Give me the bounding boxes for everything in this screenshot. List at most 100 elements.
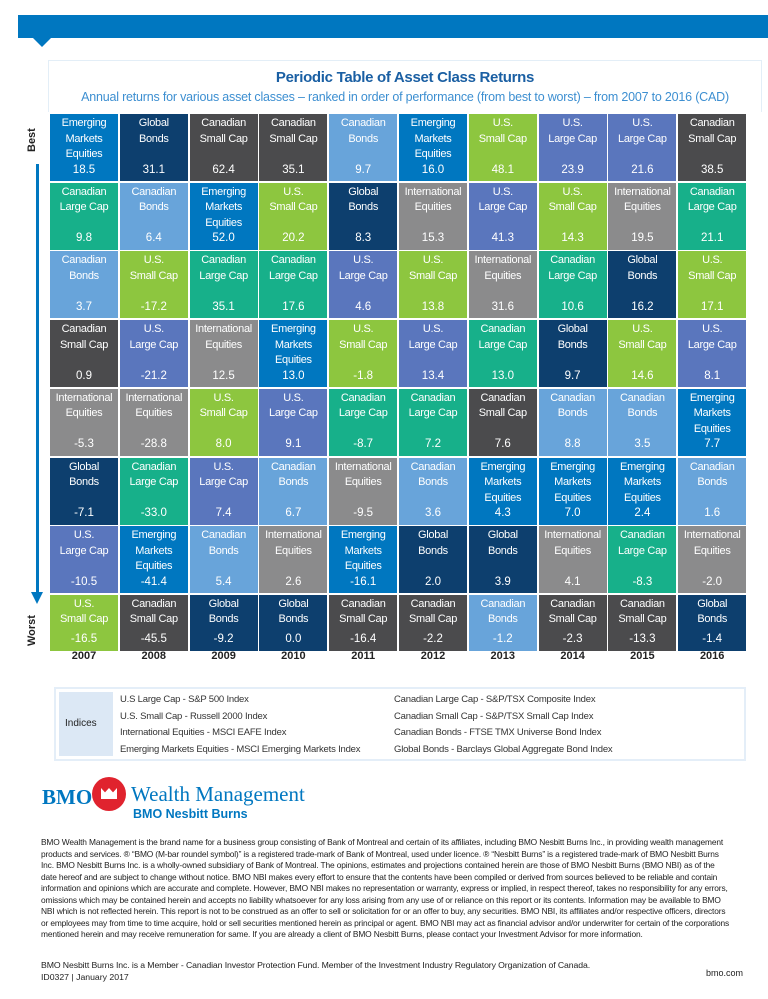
asset-class-label: U.S. Large Cap — [678, 322, 746, 353]
label-line: Small Cap — [199, 132, 248, 145]
asset-class-label: International Equities — [608, 185, 676, 216]
return-value: 62.4 — [212, 163, 235, 176]
label-line: Canadian — [410, 391, 456, 404]
return-value: 13.4 — [421, 369, 445, 382]
label-line: Bonds — [278, 613, 309, 626]
label-line: Equities — [624, 201, 661, 214]
label-line: International — [125, 391, 183, 404]
label-line: Emerging — [480, 460, 526, 473]
asset-class-label: Canadian Small Cap — [329, 597, 397, 628]
label-line: Large Cap — [687, 338, 737, 351]
year-label: 2007 — [71, 650, 97, 662]
asset-class-label: Canadian Bonds — [469, 597, 537, 628]
asset-class-label: Emerging Markets Equities — [399, 116, 467, 163]
index-item: International Equities - MSCI EAFE Index — [120, 727, 287, 738]
label-line: International — [55, 391, 113, 404]
asset-cell: International Equities -9.5 — [329, 457, 398, 525]
asset-class-label: U.S. Small Cap — [50, 597, 118, 628]
year-label: 2015 — [630, 650, 655, 662]
banner-notch — [33, 38, 51, 47]
label-line: Bonds — [487, 613, 518, 626]
asset-cell: U.S. Large Cap 23.9 — [538, 114, 607, 181]
label-line: Small Cap — [269, 132, 318, 145]
label-line: Emerging — [410, 117, 456, 129]
asset-class-label: Emerging Markets Equities — [608, 460, 676, 507]
asset-cell: U.S. Small Cap -1.8 — [329, 320, 398, 388]
return-value: 12.5 — [212, 369, 235, 382]
asset-cell: Global Bonds 3.9 — [468, 526, 537, 594]
label-line: Global — [138, 117, 169, 129]
asset-class-label: Canadian Large Cap — [399, 391, 467, 422]
label-line: Canadian — [61, 323, 107, 336]
label-line: Bonds — [627, 407, 658, 420]
label-line: Small Cap — [199, 407, 248, 420]
asset-class-label: International Equities — [50, 391, 118, 422]
asset-class-label: Canadian Large Cap — [608, 528, 676, 559]
year-label: 2014 — [560, 650, 585, 662]
return-value: 19.5 — [631, 232, 654, 245]
return-value: 31.1 — [142, 163, 165, 176]
return-value: 0.0 — [285, 633, 302, 646]
asset-cell: Canadian Small Cap -13.3 — [608, 594, 677, 651]
asset-class-label: International Equities — [259, 528, 327, 559]
label-line: Small Cap — [478, 132, 527, 145]
label-line: Canadian — [340, 597, 386, 610]
asset-cell: Canadian Bonds -1.2 — [468, 594, 537, 651]
asset-class-label: Canadian Small Cap — [120, 597, 188, 628]
label-line: Canadian — [620, 391, 665, 404]
label-line: Global — [69, 460, 99, 473]
asset-class-label: U.S. Large Cap — [539, 116, 607, 147]
return-value: -16.4 — [350, 633, 377, 646]
label-line: Large Cap — [618, 132, 667, 145]
label-line: Canadian — [201, 529, 246, 542]
return-value: -5.3 — [74, 438, 94, 451]
return-value: 2.6 — [285, 575, 302, 588]
asset-class-label: Canadian Large Cap — [190, 253, 258, 284]
asset-cell: Canadian Small Cap 62.4 — [189, 114, 258, 181]
label-line: International — [474, 254, 532, 267]
return-value: 9.7 — [355, 163, 372, 176]
asset-cell: Global Bonds -1.4 — [678, 594, 747, 651]
label-line: Canadian — [480, 391, 526, 404]
return-value: -1.8 — [353, 369, 374, 382]
return-value: 7.7 — [704, 438, 721, 451]
label-line: Large Cap — [338, 269, 388, 282]
asset-class-label: U.S. Small Cap — [678, 253, 746, 284]
label-line: Emerging — [61, 117, 107, 129]
asset-class-label: Canadian Small Cap — [50, 322, 118, 353]
label-line: Global — [418, 529, 448, 542]
arrow-down-icon — [31, 592, 43, 604]
asset-cell: Canadian Large Cap -8.3 — [608, 526, 677, 594]
return-value: 13.0 — [491, 369, 514, 382]
label-line: Bonds — [418, 544, 448, 557]
return-value: -45.5 — [140, 633, 167, 646]
asset-cell: Global Bonds -7.1 — [50, 457, 118, 525]
return-value: -13.3 — [629, 633, 656, 646]
website-link[interactable]: bmo.com — [706, 968, 744, 978]
asset-cell: Canadian Bonds 3.5 — [608, 388, 677, 456]
label-line: Equities — [414, 148, 452, 160]
label-line: U.S. — [422, 254, 444, 267]
return-value: 23.9 — [561, 163, 584, 176]
label-line: Bonds — [348, 201, 379, 214]
label-line: Global — [348, 185, 379, 198]
asset-cell: Canadian Bonds 3.6 — [399, 457, 467, 525]
title-box: Periodic Table of Asset Class Returns An… — [48, 60, 762, 112]
asset-class-label: Emerging Markets Equities — [539, 460, 607, 507]
return-value: 8.3 — [355, 232, 372, 245]
asset-cell: Canadian Large Cap -33.0 — [119, 457, 188, 525]
label-line: International — [195, 323, 252, 336]
return-value: 2.4 — [634, 507, 651, 519]
label-line: Canadian — [480, 597, 526, 610]
asset-cell: International Equities -28.8 — [119, 388, 188, 456]
label-line: Small Cap — [548, 201, 597, 214]
label-line: Canadian — [410, 460, 456, 473]
label-line: Global — [278, 597, 309, 610]
asset-cell: Canadian Small Cap 7.6 — [468, 388, 537, 456]
label-line: Canadian — [131, 460, 177, 473]
index-item: Canadian Bonds - FTSE TMX Universe Bond … — [394, 727, 602, 738]
label-line: U.S. — [213, 391, 234, 404]
asset-cell: U.S. Small Cap 14.3 — [538, 182, 607, 250]
asset-cell: U.S. Small Cap 20.2 — [259, 182, 328, 250]
asset-class-label: Canadian Bonds — [329, 116, 397, 147]
